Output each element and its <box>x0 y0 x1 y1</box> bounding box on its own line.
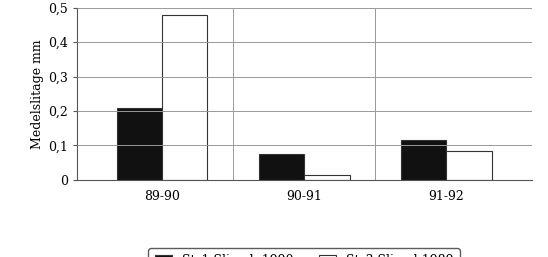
Bar <box>117 108 162 180</box>
Bar <box>304 175 350 180</box>
Bar <box>446 151 492 180</box>
Bar <box>162 15 208 180</box>
Legend: Str1 Slipad  1990, Str3 Slipad 1989: Str1 Slipad 1990, Str3 Slipad 1989 <box>149 248 460 257</box>
Bar <box>259 154 304 180</box>
Bar <box>401 140 446 180</box>
Y-axis label: Medelslitage mm: Medelslitage mm <box>31 39 44 149</box>
